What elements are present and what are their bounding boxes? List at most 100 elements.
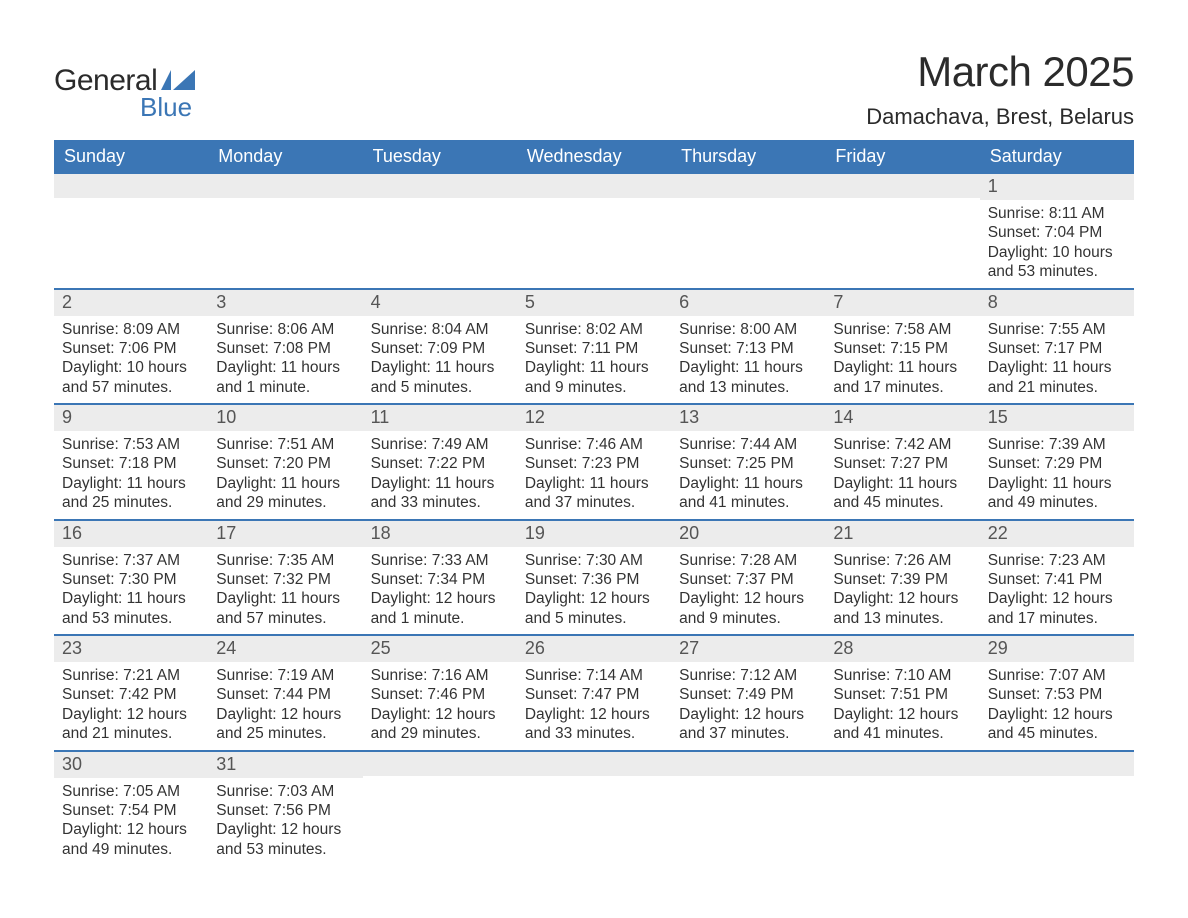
calendar-day-cell: 30Sunrise: 7:05 AMSunset: 7:54 PMDayligh… — [54, 752, 208, 866]
calendar-day-cell: 1Sunrise: 8:11 AMSunset: 7:04 PMDaylight… — [980, 174, 1134, 288]
sunrise-text: Sunrise: 7:33 AM — [371, 551, 509, 570]
day-details: Sunrise: 7:42 AMSunset: 7:27 PMDaylight:… — [825, 431, 979, 515]
daylight-text: and 17 minutes. — [833, 378, 971, 397]
sunset-text: Sunset: 7:41 PM — [988, 570, 1126, 589]
day-details: Sunrise: 7:28 AMSunset: 7:37 PMDaylight:… — [671, 547, 825, 631]
daylight-text: Daylight: 11 hours — [371, 358, 509, 377]
daylight-text: and 25 minutes. — [216, 724, 354, 743]
day-number: 20 — [671, 521, 825, 547]
calendar-day-cell: 4Sunrise: 8:04 AMSunset: 7:09 PMDaylight… — [363, 290, 517, 404]
sunrise-text: Sunrise: 7:46 AM — [525, 435, 663, 454]
daylight-text: and 37 minutes. — [679, 724, 817, 743]
daylight-text: and 33 minutes. — [525, 724, 663, 743]
day-details — [363, 776, 517, 848]
calendar-day-cell: 21Sunrise: 7:26 AMSunset: 7:39 PMDayligh… — [825, 521, 979, 635]
day-number: 13 — [671, 405, 825, 431]
calendar-day-cell: 6Sunrise: 8:00 AMSunset: 7:13 PMDaylight… — [671, 290, 825, 404]
daylight-text: and 37 minutes. — [525, 493, 663, 512]
calendar-day-cell — [54, 174, 208, 288]
calendar-day-cell: 5Sunrise: 8:02 AMSunset: 7:11 PMDaylight… — [517, 290, 671, 404]
day-details: Sunrise: 7:07 AMSunset: 7:53 PMDaylight:… — [980, 662, 1134, 746]
sunset-text: Sunset: 7:56 PM — [216, 801, 354, 820]
daylight-text: and 13 minutes. — [833, 609, 971, 628]
weekday-header-row: Sunday Monday Tuesday Wednesday Thursday… — [54, 140, 1134, 174]
day-details: Sunrise: 7:19 AMSunset: 7:44 PMDaylight:… — [208, 662, 362, 746]
day-number: 18 — [363, 521, 517, 547]
sunset-text: Sunset: 7:39 PM — [833, 570, 971, 589]
calendar-day-cell — [517, 174, 671, 288]
sunrise-text: Sunrise: 7:23 AM — [988, 551, 1126, 570]
day-details — [671, 198, 825, 270]
daylight-text: Daylight: 12 hours — [371, 705, 509, 724]
header: General Blue March 2025 Damachava, Brest… — [54, 48, 1134, 130]
daylight-text: and 9 minutes. — [525, 378, 663, 397]
day-number: 22 — [980, 521, 1134, 547]
daylight-text: and 5 minutes. — [525, 609, 663, 628]
sunset-text: Sunset: 7:11 PM — [525, 339, 663, 358]
sunset-text: Sunset: 7:53 PM — [988, 685, 1126, 704]
daylight-text: and 41 minutes. — [833, 724, 971, 743]
day-details: Sunrise: 8:02 AMSunset: 7:11 PMDaylight:… — [517, 316, 671, 400]
daylight-text: Daylight: 12 hours — [988, 705, 1126, 724]
day-number: 25 — [363, 636, 517, 662]
day-number — [208, 174, 362, 198]
day-number: 31 — [208, 752, 362, 778]
sunrise-text: Sunrise: 7:55 AM — [988, 320, 1126, 339]
daylight-text: and 1 minute. — [371, 609, 509, 628]
day-number: 21 — [825, 521, 979, 547]
daylight-text: Daylight: 11 hours — [525, 474, 663, 493]
month-title: March 2025 — [866, 48, 1134, 96]
sunrise-text: Sunrise: 7:39 AM — [988, 435, 1126, 454]
daylight-text: Daylight: 11 hours — [216, 589, 354, 608]
day-number — [671, 174, 825, 198]
sunrise-text: Sunrise: 7:03 AM — [216, 782, 354, 801]
daylight-text: and 57 minutes. — [216, 609, 354, 628]
day-details: Sunrise: 8:04 AMSunset: 7:09 PMDaylight:… — [363, 316, 517, 400]
sunrise-text: Sunrise: 7:07 AM — [988, 666, 1126, 685]
day-number — [363, 752, 517, 776]
sunrise-text: Sunrise: 8:09 AM — [62, 320, 200, 339]
sunset-text: Sunset: 7:08 PM — [216, 339, 354, 358]
weekday-header: Tuesday — [363, 140, 517, 174]
sunrise-text: Sunrise: 7:26 AM — [833, 551, 971, 570]
daylight-text: Daylight: 11 hours — [988, 358, 1126, 377]
weekday-header: Friday — [825, 140, 979, 174]
calendar-day-cell — [363, 752, 517, 866]
sunset-text: Sunset: 7:20 PM — [216, 454, 354, 473]
calendar-week: 23Sunrise: 7:21 AMSunset: 7:42 PMDayligh… — [54, 636, 1134, 752]
daylight-text: Daylight: 11 hours — [988, 474, 1126, 493]
day-number: 30 — [54, 752, 208, 778]
day-details: Sunrise: 7:33 AMSunset: 7:34 PMDaylight:… — [363, 547, 517, 631]
calendar-day-cell — [517, 752, 671, 866]
day-number — [517, 174, 671, 198]
day-details — [208, 198, 362, 270]
day-number: 26 — [517, 636, 671, 662]
sunset-text: Sunset: 7:47 PM — [525, 685, 663, 704]
day-number: 11 — [363, 405, 517, 431]
day-details: Sunrise: 7:05 AMSunset: 7:54 PMDaylight:… — [54, 778, 208, 862]
daylight-text: Daylight: 11 hours — [62, 589, 200, 608]
calendar-day-cell: 7Sunrise: 7:58 AMSunset: 7:15 PMDaylight… — [825, 290, 979, 404]
sunset-text: Sunset: 7:17 PM — [988, 339, 1126, 358]
day-number: 28 — [825, 636, 979, 662]
daylight-text: and 45 minutes. — [833, 493, 971, 512]
sunrise-text: Sunrise: 7:28 AM — [679, 551, 817, 570]
calendar-day-cell: 18Sunrise: 7:33 AMSunset: 7:34 PMDayligh… — [363, 521, 517, 635]
day-details: Sunrise: 8:09 AMSunset: 7:06 PMDaylight:… — [54, 316, 208, 400]
daylight-text: Daylight: 12 hours — [371, 589, 509, 608]
day-details: Sunrise: 7:10 AMSunset: 7:51 PMDaylight:… — [825, 662, 979, 746]
calendar-day-cell: 10Sunrise: 7:51 AMSunset: 7:20 PMDayligh… — [208, 405, 362, 519]
day-number: 2 — [54, 290, 208, 316]
calendar-week: 2Sunrise: 8:09 AMSunset: 7:06 PMDaylight… — [54, 290, 1134, 406]
day-number: 12 — [517, 405, 671, 431]
day-details: Sunrise: 7:16 AMSunset: 7:46 PMDaylight:… — [363, 662, 517, 746]
day-number: 17 — [208, 521, 362, 547]
calendar-day-cell: 11Sunrise: 7:49 AMSunset: 7:22 PMDayligh… — [363, 405, 517, 519]
calendar-day-cell: 19Sunrise: 7:30 AMSunset: 7:36 PMDayligh… — [517, 521, 671, 635]
sunrise-text: Sunrise: 8:00 AM — [679, 320, 817, 339]
sunrise-text: Sunrise: 7:14 AM — [525, 666, 663, 685]
day-number: 5 — [517, 290, 671, 316]
sunset-text: Sunset: 7:04 PM — [988, 223, 1126, 242]
sunset-text: Sunset: 7:09 PM — [371, 339, 509, 358]
sunrise-text: Sunrise: 7:58 AM — [833, 320, 971, 339]
